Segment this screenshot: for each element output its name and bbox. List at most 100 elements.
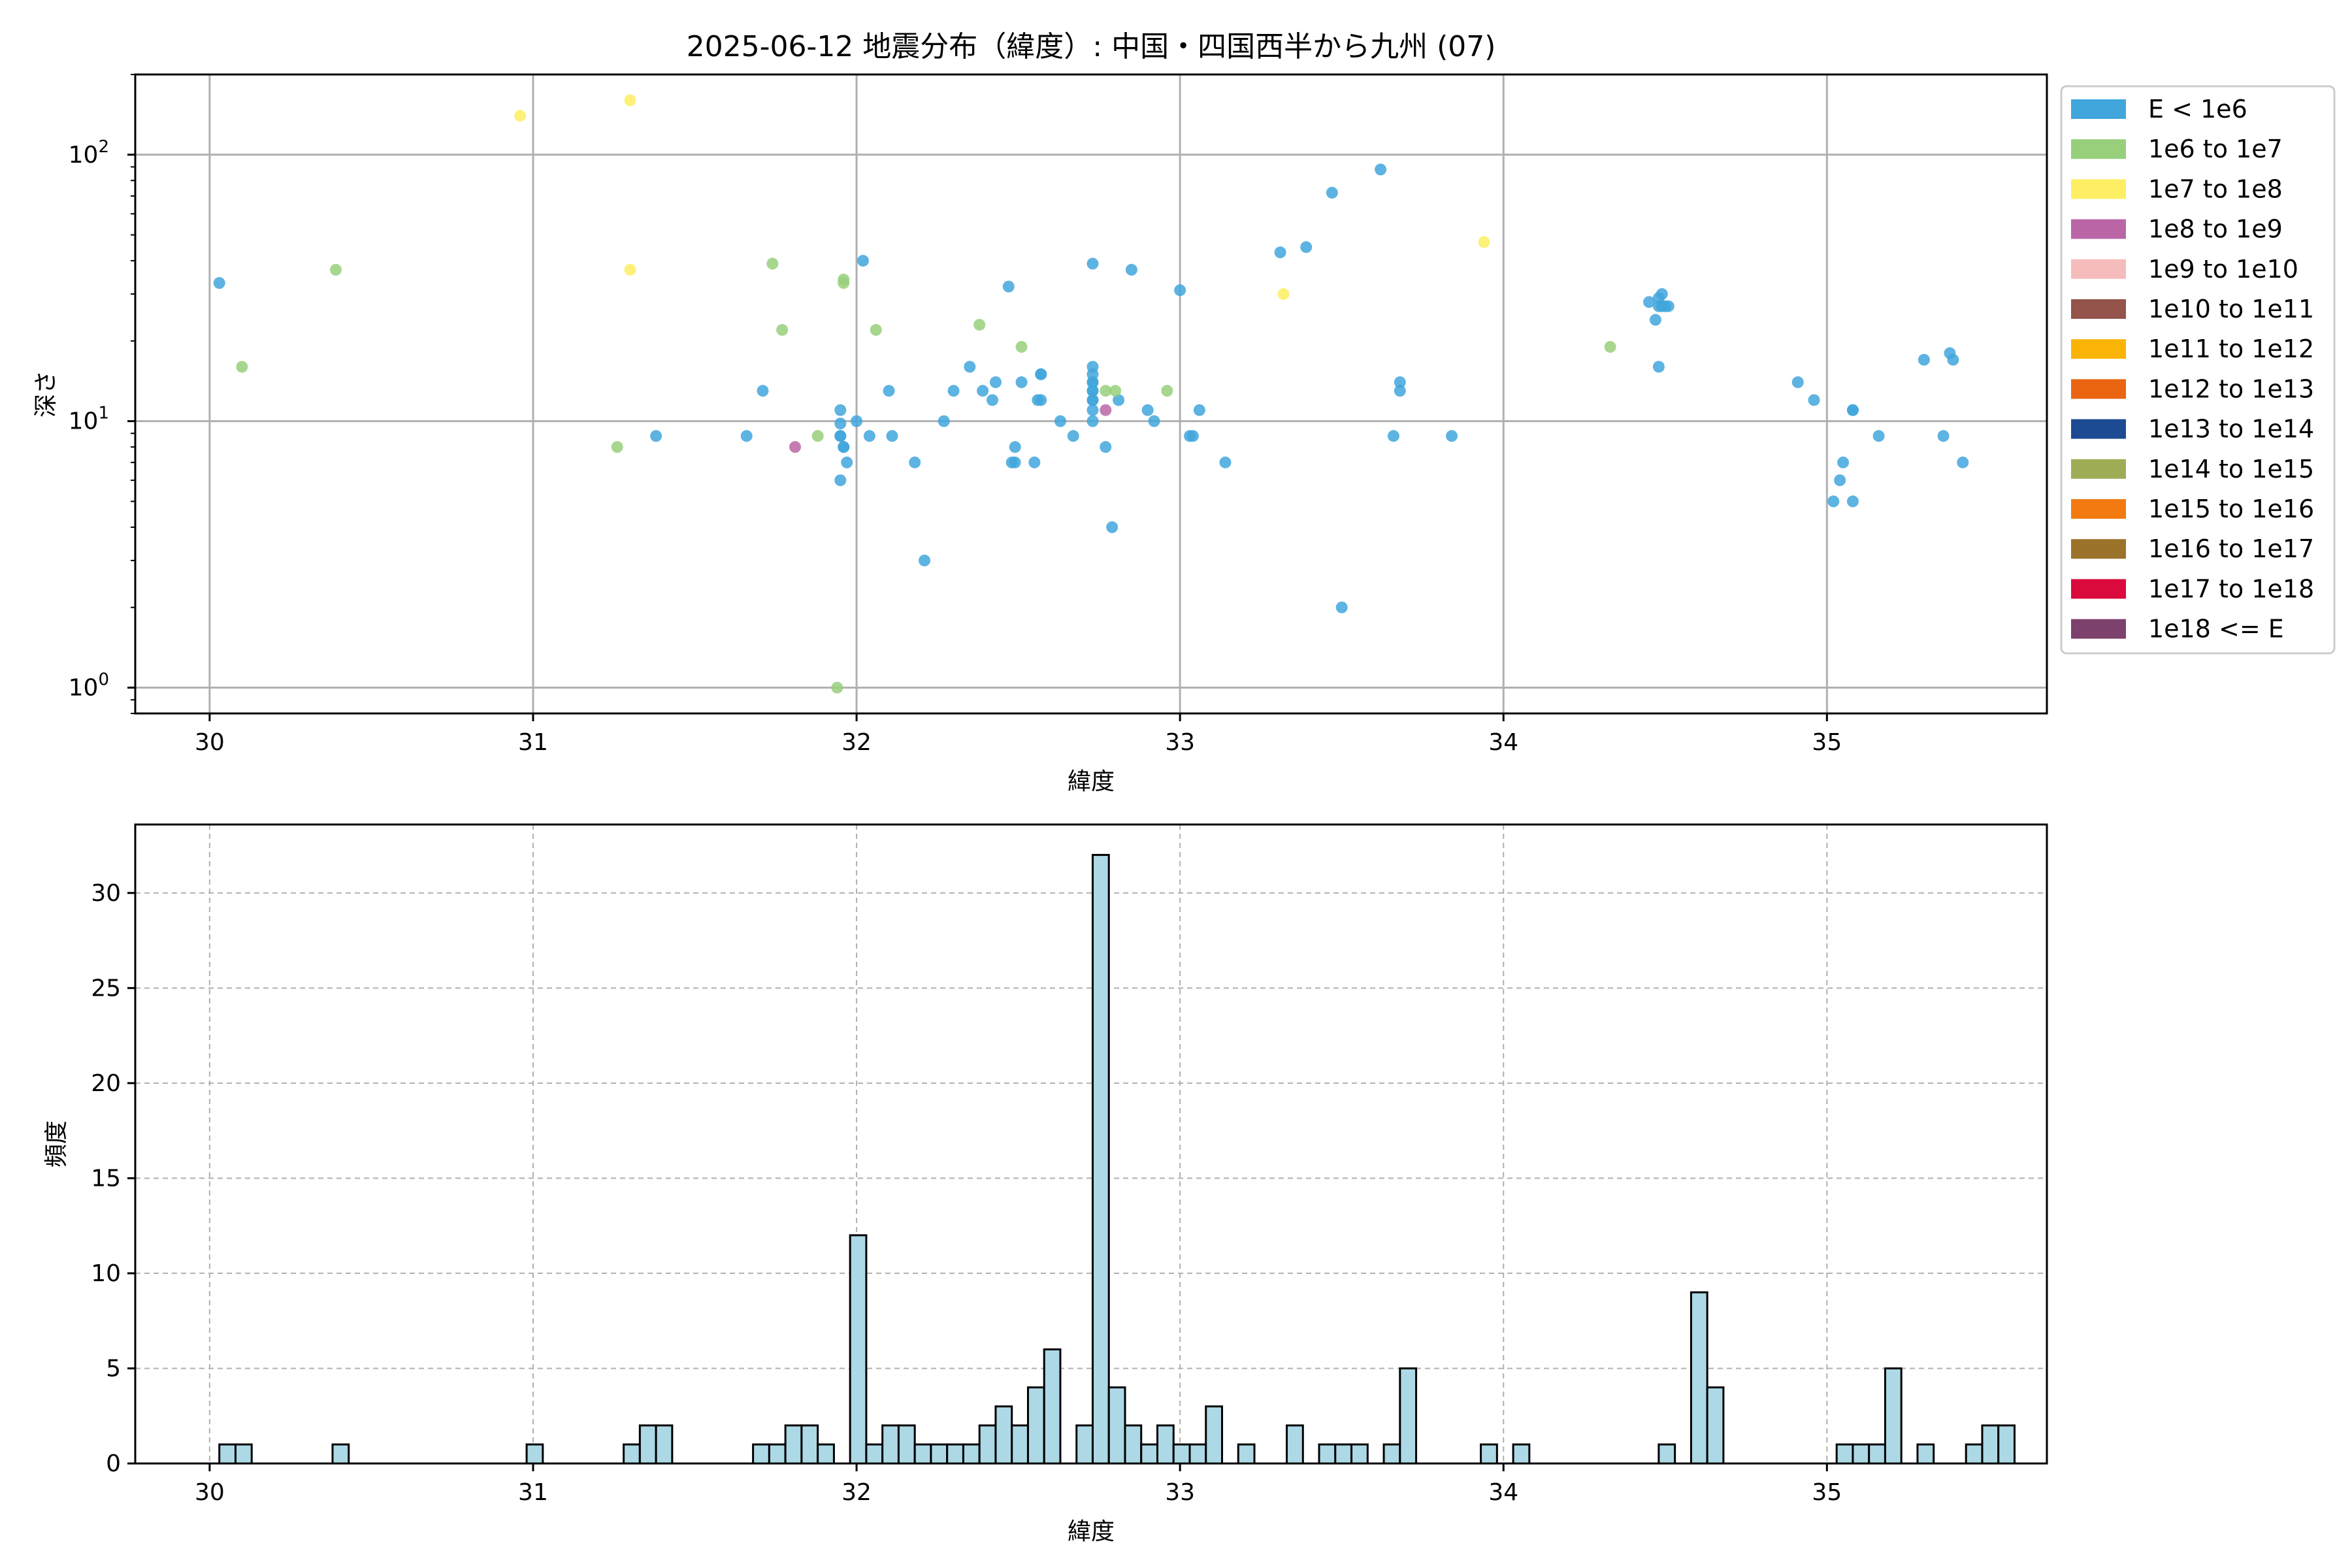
scatter-point: [1009, 441, 1021, 453]
histogram-y-axis: 0 5 10 15 20 25 30: [91, 880, 135, 1477]
scatter-point: [1086, 257, 1099, 270]
legend-label: 1e8 to 1e9: [2148, 215, 2283, 244]
scatter-point: [1186, 430, 1199, 442]
scatter-point: [838, 273, 850, 286]
scatter-y-axis: 100 101 102: [69, 74, 135, 714]
histogram-x-tick-label: 34: [1488, 1479, 1518, 1506]
histogram-bar: [994, 1405, 1013, 1465]
scatter-y-tick-label: 101: [69, 404, 109, 435]
scatter-point: [1106, 521, 1119, 533]
scatter-point: [977, 385, 989, 397]
scatter-y-tick-label: 100: [69, 670, 109, 701]
scatter-point: [1846, 404, 1859, 416]
histogram-bar: [1286, 1424, 1304, 1465]
histogram-bar: [978, 1424, 997, 1465]
histogram-x-axis: 30 31 32 33 34 35: [195, 1463, 1842, 1506]
histogram-bar: [655, 1424, 674, 1465]
histogram-bar: [234, 1443, 253, 1465]
histogram-bar: [1237, 1443, 1256, 1465]
scatter-point: [1957, 456, 1969, 468]
scatter-point: [740, 430, 753, 442]
histogram-bar: [1026, 1386, 1045, 1465]
scatter-points: [213, 94, 1969, 694]
scatter-point: [1274, 246, 1286, 259]
scatter-point: [1335, 601, 1348, 613]
legend-label: 1e17 to 1e18: [2148, 574, 2314, 603]
histogram-y-tick-label: 5: [106, 1355, 121, 1382]
histogram-bar: [1868, 1443, 1886, 1465]
scatter-point: [1174, 284, 1186, 297]
scatter-point: [1009, 456, 1021, 468]
scatter-point: [1219, 456, 1232, 468]
histogram-x-tick-label: 35: [1812, 1479, 1842, 1506]
scatter-point: [1035, 368, 1047, 380]
legend-label: 1e12 to 1e13: [2148, 374, 2314, 403]
scatter-point: [1478, 236, 1490, 248]
histogram-bar: [623, 1443, 641, 1465]
scatter-point: [329, 263, 342, 276]
legend-swatch: [2071, 499, 2126, 519]
scatter-point: [1086, 385, 1099, 397]
histogram-y-tick-label: 30: [91, 880, 121, 907]
scatter-point: [1086, 404, 1099, 416]
scatter-point: [883, 385, 895, 397]
scatter-point: [766, 257, 779, 270]
legend-swatch: [2071, 619, 2126, 639]
scatter-point: [870, 323, 882, 336]
histogram-bar: [1382, 1443, 1401, 1465]
histogram-bar: [331, 1443, 350, 1465]
scatter-point: [1015, 340, 1028, 353]
scatter-point: [624, 263, 636, 276]
legend-label: 1e10 to 1e11: [2148, 295, 2314, 323]
scatter-point: [236, 361, 248, 373]
histogram-bar: [1124, 1424, 1143, 1465]
scatter-point: [1161, 385, 1173, 397]
histogram-bar: [1884, 1367, 1903, 1465]
scatter-point: [1067, 430, 1079, 442]
histogram-y-tick-label: 20: [91, 1070, 121, 1097]
scatter-point: [1086, 394, 1099, 406]
legend-frame: [2060, 85, 2336, 655]
legend-label: 1e7 to 1e8: [2148, 174, 2283, 203]
histogram-y-axis-label: 頻度: [43, 1120, 70, 1168]
scatter-point: [851, 415, 863, 427]
legend-label: 1e16 to 1e17: [2148, 534, 2314, 563]
scatter-point: [909, 456, 921, 468]
scatter-point: [857, 255, 869, 267]
histogram-bar: [1480, 1443, 1498, 1465]
scatter-point: [1015, 376, 1028, 389]
histogram-bar: [881, 1424, 900, 1465]
legend-swatch: [2071, 139, 2126, 159]
histogram-bar: [1512, 1443, 1531, 1465]
histogram-bar: [1981, 1424, 2000, 1465]
legend-swatch: [2071, 339, 2126, 359]
scatter-point: [1652, 361, 1665, 373]
scatter-point: [863, 430, 875, 442]
scatter-point: [1300, 241, 1313, 253]
scatter-point: [989, 376, 1002, 389]
scatter-point: [1834, 474, 1846, 487]
legend-swatch: [2071, 219, 2126, 239]
histogram-bar: [752, 1443, 770, 1465]
scatter-point: [1656, 288, 1668, 301]
scatter-point: [1035, 394, 1047, 406]
histogram-bar: [1916, 1443, 1935, 1465]
scatter-point: [789, 441, 801, 453]
scatter-point: [1277, 288, 1290, 301]
scatter-y-tick-label: 102: [69, 137, 109, 169]
legend-label: 1e11 to 1e12: [2148, 335, 2314, 363]
scatter-point: [1086, 361, 1099, 373]
histogram-bar: [1205, 1405, 1224, 1465]
scatter-point: [1918, 353, 1930, 366]
scatter-point: [947, 385, 960, 397]
scatter-point: [1394, 376, 1406, 389]
scatter-point: [1054, 415, 1066, 427]
histogram-x-tick-label: 32: [841, 1479, 872, 1506]
scatter-point: [1002, 280, 1015, 293]
histogram-bar: [1140, 1443, 1158, 1465]
scatter-point: [1125, 263, 1137, 276]
scatter-x-tick-label: 32: [841, 729, 872, 756]
scatter-point: [1827, 495, 1840, 508]
